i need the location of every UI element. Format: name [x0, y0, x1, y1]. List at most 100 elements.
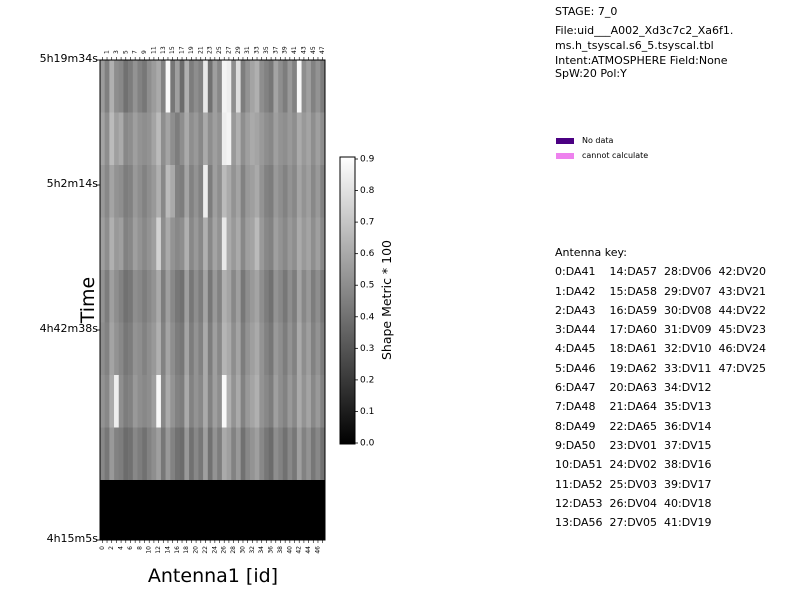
heatmap-cell — [184, 60, 190, 113]
heatmap-cell — [287, 427, 293, 481]
colorbar — [339, 156, 356, 445]
heatmap-cell — [254, 112, 260, 166]
heatmap-cell — [100, 375, 105, 428]
heatmap-cell — [104, 60, 110, 113]
heatmap-cell — [207, 322, 213, 376]
x-tick-label-bottom: 26 — [221, 546, 228, 554]
x-tick-label-bottom: 46 — [314, 546, 321, 554]
heatmap-cell — [254, 375, 260, 428]
heatmap-cell — [193, 375, 199, 428]
heatmap-cell — [203, 270, 209, 323]
antenna-key-rows: 0:DA41 14:DA57 28:DV06 42:DV20 1:DA42 15:… — [555, 265, 766, 535]
heatmap-cell — [306, 322, 312, 376]
heatmap-cell — [315, 217, 321, 271]
heatmap-cell — [278, 112, 284, 166]
antenna-key-row: 6:DA47 20:DA63 34:DV12 — [555, 381, 712, 395]
heatmap-cell — [315, 322, 321, 376]
heatmap-cell — [114, 322, 120, 376]
x-tick-label-bottom: 18 — [183, 546, 190, 554]
heatmap-cell — [245, 112, 251, 166]
heatmap-cell — [240, 112, 246, 166]
heatmap-cell — [226, 375, 232, 428]
heatmap-cell — [151, 165, 157, 218]
heatmap-cell — [306, 165, 312, 218]
antenna-key-row: 10:DA51 24:DV02 38:DV16 — [555, 458, 712, 472]
heatmap-cell — [287, 217, 293, 271]
heatmap-cell — [118, 427, 124, 481]
heatmap-cell — [165, 60, 171, 113]
antenna-key-row: 13:DA56 27:DV05 41:DV19 — [555, 516, 712, 530]
heatmap-cell — [207, 375, 213, 428]
heatmap-cell — [165, 427, 171, 481]
heatmap-cell — [132, 60, 138, 113]
heatmap-cell — [179, 112, 185, 166]
heatmap-cell — [320, 112, 326, 166]
heatmap-cell — [132, 322, 138, 376]
info-file-line1: File:uid___A002_Xd3c7c2_Xa6f1. — [555, 24, 734, 37]
heatmap-cell — [175, 375, 180, 428]
x-tick-label-bottom: 20 — [193, 546, 200, 554]
heatmap-cell — [198, 60, 204, 113]
heatmap-cell — [100, 322, 105, 376]
info-spw: SpW:20 Pol:Y — [555, 67, 627, 80]
antenna-key-title: Antenna key: — [555, 246, 627, 259]
heatmap-cell — [193, 165, 199, 218]
x-tick-label-top: 7 — [132, 50, 139, 54]
heatmap-cell — [203, 165, 209, 218]
heatmap-cell — [268, 165, 274, 218]
heatmap-cell — [301, 375, 307, 428]
heatmap-cell — [292, 322, 298, 376]
x-tick-label-top: 35 — [263, 46, 270, 54]
heatmap-cell — [128, 427, 134, 481]
heatmap-cell — [264, 112, 270, 166]
heatmap-cell — [221, 217, 227, 271]
heatmap-cell — [221, 60, 227, 113]
heatmap-cell — [175, 217, 180, 271]
heatmap-cell — [254, 322, 260, 376]
heatmap-cell — [310, 217, 316, 271]
heatmap-cell — [109, 217, 115, 271]
heatmap-cell — [306, 60, 312, 113]
heatmap-cell — [292, 112, 298, 166]
heatmap-cell — [189, 60, 195, 113]
heatmap-cell — [315, 427, 321, 481]
heatmap-cell — [114, 165, 120, 218]
heatmap-cell — [296, 322, 302, 376]
heatmap-cell — [212, 60, 218, 113]
heatmap-cell — [118, 217, 124, 271]
heatmap-cell — [179, 270, 185, 323]
colorbar-tick-label: 0.8 — [360, 186, 375, 196]
heatmap-cell — [306, 112, 312, 166]
heatmap-cell — [137, 270, 143, 323]
x-tick-label-top: 47 — [319, 46, 326, 54]
heatmap-cell — [179, 322, 185, 376]
x-tick-label-bottom: 10 — [146, 546, 153, 554]
heatmap-cell — [226, 322, 232, 376]
heatmap-cell — [235, 427, 241, 481]
heatmap-cell — [151, 270, 157, 323]
heatmap-cell — [268, 217, 274, 271]
heatmap-cell — [203, 375, 209, 428]
heatmap-cell — [109, 375, 115, 428]
heatmap-cell — [189, 322, 195, 376]
heatmap-cell — [306, 217, 312, 271]
antenna-key-row: 0:DA41 14:DA57 28:DV06 42:DV20 — [555, 265, 766, 279]
x-tick-label-top: 21 — [197, 46, 204, 54]
heatmap-cell — [250, 165, 255, 218]
x-axis-label: Antenna1 [id] — [148, 565, 278, 587]
heatmap-cell — [254, 427, 260, 481]
heatmap-cell — [292, 270, 298, 323]
heatmap-cell — [217, 60, 223, 113]
heatmap-cell — [264, 165, 270, 218]
heatmap-cell — [184, 165, 190, 218]
heatmap-cell — [114, 427, 120, 481]
heatmap-cell — [273, 375, 279, 428]
info-stage: STAGE: 7_0 — [555, 5, 618, 18]
x-tick-label-bottom: 14 — [164, 546, 171, 554]
heatmap-cell — [320, 165, 326, 218]
heatmap-cell — [137, 60, 143, 113]
x-axis-ticks: 0 2 4 6 8 10 12 14 16 18 20 22 24 26 28 30 32 34 36 38 40 42 4… — [99, 46, 326, 553]
x-tick-label-bottom: 36 — [268, 546, 275, 554]
heatmap-cell — [287, 112, 293, 166]
legend-label-no-data: No data — [582, 136, 614, 145]
